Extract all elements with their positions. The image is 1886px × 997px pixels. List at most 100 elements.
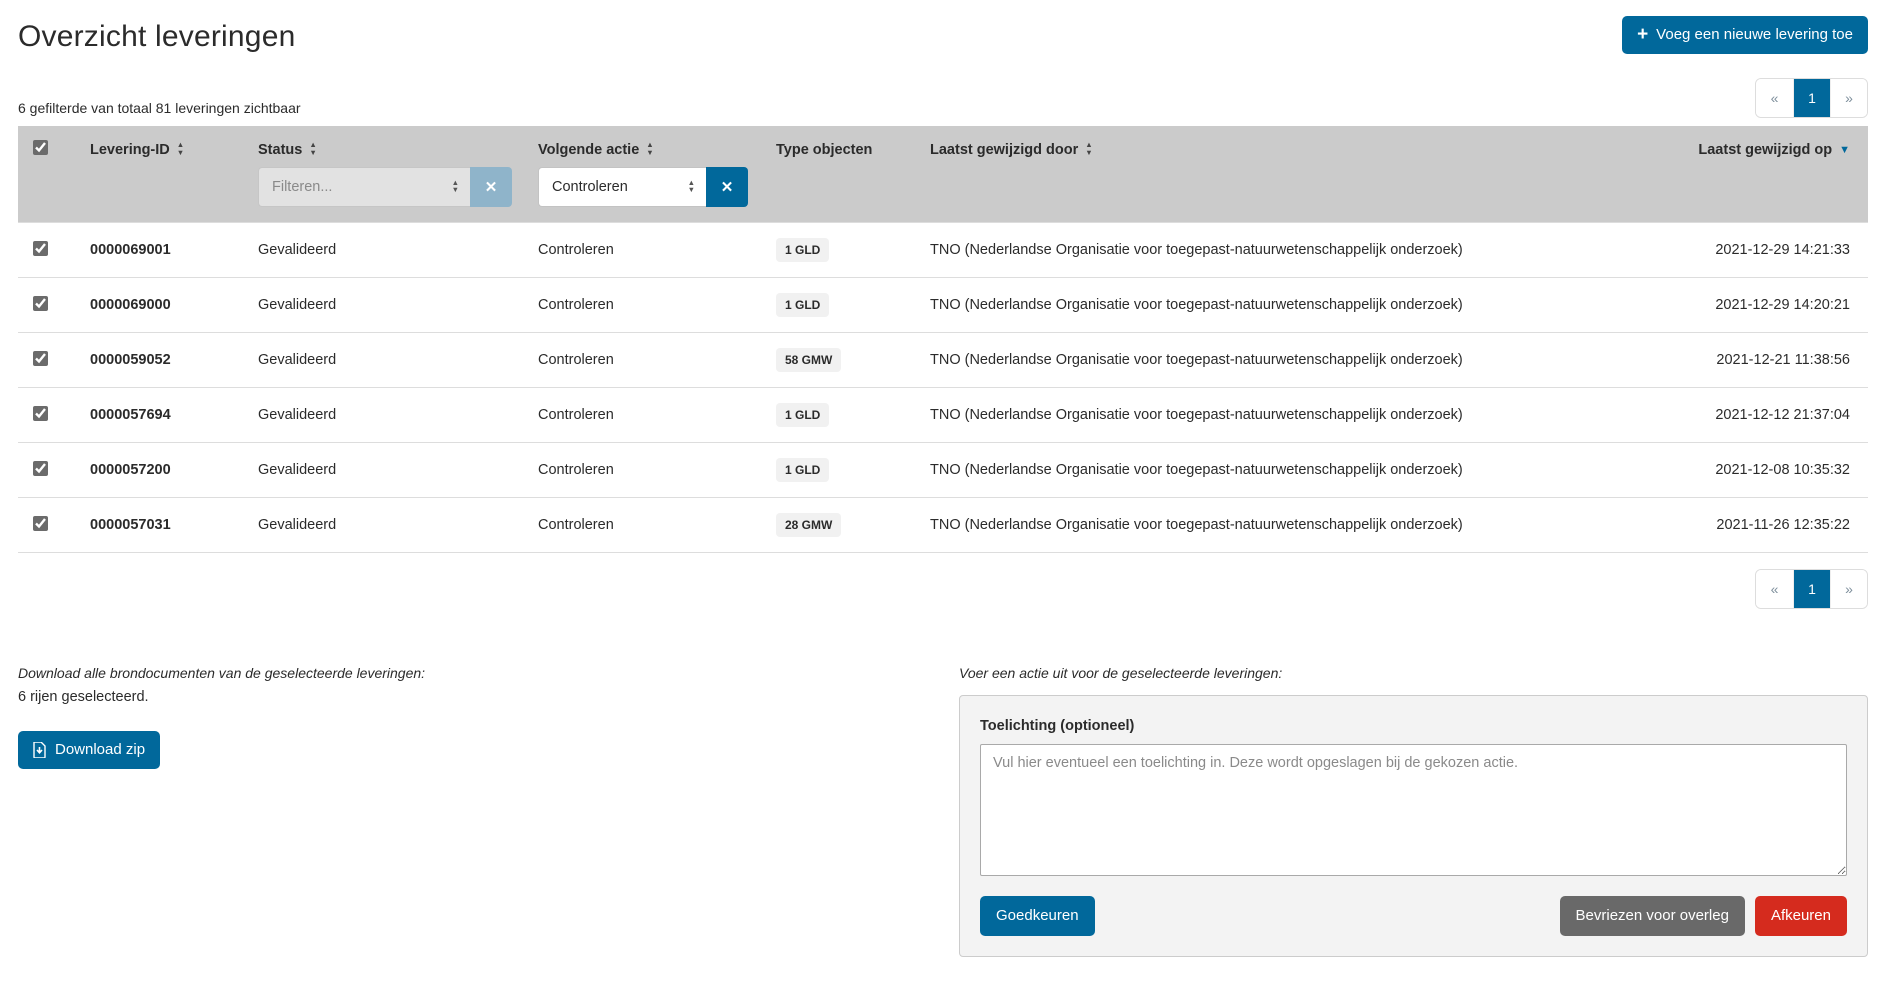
afkeuren-button[interactable]: Afkeuren [1754,896,1847,936]
volgende-actie-cell: Controleren [528,222,766,278]
row-checkbox[interactable] [33,240,48,256]
secondary-actions: Bevriezen voor overleg Afkeuren [1559,896,1847,936]
pagination-bottom-row: « 1 » [18,569,1868,609]
status-cell: Gevalideerd [248,222,528,278]
volgende-actie-cell: Controleren [528,387,766,443]
type-objecten-badge: 1 GLD [776,403,830,427]
levering-id-cell[interactable]: 0000057031 [80,497,248,553]
gewijzigd-op-cell: 2021-11-26 12:35:22 [1636,497,1868,553]
levering-id-cell[interactable]: 0000059052 [80,332,248,388]
gewijzigd-door-cell: TNO (Nederlandse Organisatie voor toegep… [920,222,1636,278]
gewijzigd-door-cell: TNO (Nederlandse Organisatie voor toegep… [920,277,1636,333]
download-zip-button[interactable]: Download zip [18,731,161,769]
table-row: 0000057200 Gevalideerd Controleren 1 GLD… [18,442,1868,498]
gewijzigd-op-cell: 2021-12-21 11:38:56 [1636,332,1868,388]
volgende-actie-cell: Controleren [528,497,766,553]
gewijzigd-op-cell: 2021-12-29 14:21:33 [1636,222,1868,278]
volgende-actie-cell: Controleren [528,277,766,333]
column-header-status[interactable]: Status ▲ ▼ [248,126,528,161]
sort-icon: ▲ ▼ [646,140,654,157]
pagination-bottom: « 1 » [1755,569,1868,609]
gewijzigd-door-cell: TNO (Nederlandse Organisatie voor toegep… [920,442,1636,498]
levering-id-cell[interactable]: 0000069000 [80,277,248,333]
action-section: Voer een actie uit voor de geselecteerde… [959,665,1868,957]
volgende-actie-filter-group: Controleren ▲ ▼ ✕ [538,167,748,207]
pagination-next-button[interactable]: » [1830,79,1867,117]
filter-summary: 6 gefilterde van totaal 81 leveringen zi… [18,100,301,116]
sort-icon: ▲ ▼ [176,140,185,157]
column-header-volgende-actie[interactable]: Volgende actie ▲ ▼ [528,126,766,161]
type-objecten-badge: 1 GLD [776,293,830,317]
select-arrows-icon: ▲ ▼ [451,177,459,194]
plus-icon: + [1637,24,1649,45]
action-panel: Toelichting (optioneel) Goedkeuren Bevri… [959,695,1868,957]
toelichting-label: Toelichting (optioneel) [980,718,1135,734]
volgende-actie-filter-clear-button[interactable]: ✕ [706,167,748,207]
volgende-actie-cell: Controleren [528,332,766,388]
gewijzigd-door-cell: TNO (Nederlandse Organisatie voor toegep… [920,497,1636,553]
bevriezen-button[interactable]: Bevriezen voor overleg [1559,896,1745,936]
column-header-laatst-gewijzigd-op[interactable]: Laatst gewijzigd op ▼ [1636,126,1868,161]
levering-id-cell[interactable]: 0000057694 [80,387,248,443]
page-title: Overzicht leveringen [18,20,296,53]
table-row: 0000057031 Gevalideerd Controleren 28 GM… [18,497,1868,553]
volgende-actie-filter-value: Controleren [552,179,628,195]
gewijzigd-op-cell: 2021-12-08 10:35:32 [1636,442,1868,498]
type-objecten-badge: 1 GLD [776,458,830,482]
column-header-levering-id[interactable]: Levering-ID ▲ ▼ [80,126,248,161]
gewijzigd-op-cell: 2021-12-12 21:37:04 [1636,387,1868,443]
sort-icon: ▲ ▼ [1085,140,1093,157]
action-heading: Voer een actie uit voor de geselecteerde… [959,665,1283,681]
selected-rows-info: 6 rijen geselecteerd. [18,689,149,705]
select-all-checkbox[interactable] [33,140,48,155]
table-row: 0000069000 Gevalideerd Controleren 1 GLD… [18,277,1868,333]
status-cell: Gevalideerd [248,442,528,498]
toelichting-textarea[interactable] [980,744,1847,876]
row-checkbox[interactable] [33,350,48,366]
column-header-laatst-gewijzigd-door[interactable]: Laatst gewijzigd door ▲ ▼ [920,126,1636,161]
select-arrows-icon: ▲ ▼ [687,177,695,194]
sort-icon: ▲ ▼ [309,140,317,157]
status-filter-group: Filteren... ▲ ▼ ✕ [258,167,512,207]
row-checkbox[interactable] [33,515,48,531]
levering-id-cell[interactable]: 0000069001 [80,222,248,278]
volgende-actie-filter-select[interactable]: Controleren ▲ ▼ [538,167,706,207]
bottom-section: Download alle brondocumenten van de gese… [18,665,1868,957]
download-zip-icon [33,742,46,758]
levering-id-cell[interactable]: 0000057200 [80,442,248,498]
add-levering-button-label: Voeg een nieuwe levering toe [1656,26,1853,43]
leveringen-table: Levering-ID ▲ ▼ Status ▲ ▼ Volgende actie ▲ ▼ … [18,126,1868,553]
pagination-page-1-button[interactable]: 1 [1793,79,1830,117]
status-cell: Gevalideerd [248,497,528,553]
goedkeuren-button[interactable]: Goedkeuren [980,896,1095,936]
type-objecten-badge: 28 GMW [776,513,842,537]
add-levering-button[interactable]: + Voeg een nieuwe levering toe [1622,16,1868,54]
gewijzigd-door-cell: TNO (Nederlandse Organisatie voor toegep… [920,387,1636,443]
table-header-row: Levering-ID ▲ ▼ Status ▲ ▼ Volgende actie ▲ ▼ … [18,126,1868,161]
sort-desc-icon: ▼ [1839,143,1850,156]
download-zip-button-label: Download zip [55,741,146,758]
pagination-prev-button[interactable]: « [1756,570,1793,608]
row-checkbox[interactable] [33,460,48,476]
pagination-page-1-button[interactable]: 1 [1793,570,1830,608]
table-filter-row: Filteren... ▲ ▼ ✕ Controleren ▲ ▼ ✕ [18,161,1868,223]
status-filter-clear-button[interactable]: ✕ [470,167,512,207]
row-checkbox[interactable] [33,405,48,421]
action-buttons-row: Goedkeuren Bevriezen voor overleg Afkeur… [980,896,1847,936]
status-cell: Gevalideerd [248,332,528,388]
type-objecten-badge: 1 GLD [776,238,830,262]
status-filter-select[interactable]: Filteren... ▲ ▼ [258,167,470,207]
table-row: 0000057694 Gevalideerd Controleren 1 GLD… [18,387,1868,443]
table-row: 0000059052 Gevalideerd Controleren 58 GM… [18,332,1868,388]
column-header-type-objecten: Type objecten [766,126,920,161]
gewijzigd-door-cell: TNO (Nederlandse Organisatie voor toegep… [920,332,1636,388]
row-checkbox[interactable] [33,295,48,311]
download-heading: Download alle brondocumenten van de gese… [18,665,426,681]
download-section: Download alle brondocumenten van de gese… [18,665,959,769]
pagination-top: « 1 » [1755,78,1868,118]
status-cell: Gevalideerd [248,387,528,443]
topbar: Overzicht leveringen + Voeg een nieuwe l… [18,14,1868,54]
pagination-next-button[interactable]: » [1830,570,1867,608]
pagination-prev-button[interactable]: « [1756,79,1793,117]
